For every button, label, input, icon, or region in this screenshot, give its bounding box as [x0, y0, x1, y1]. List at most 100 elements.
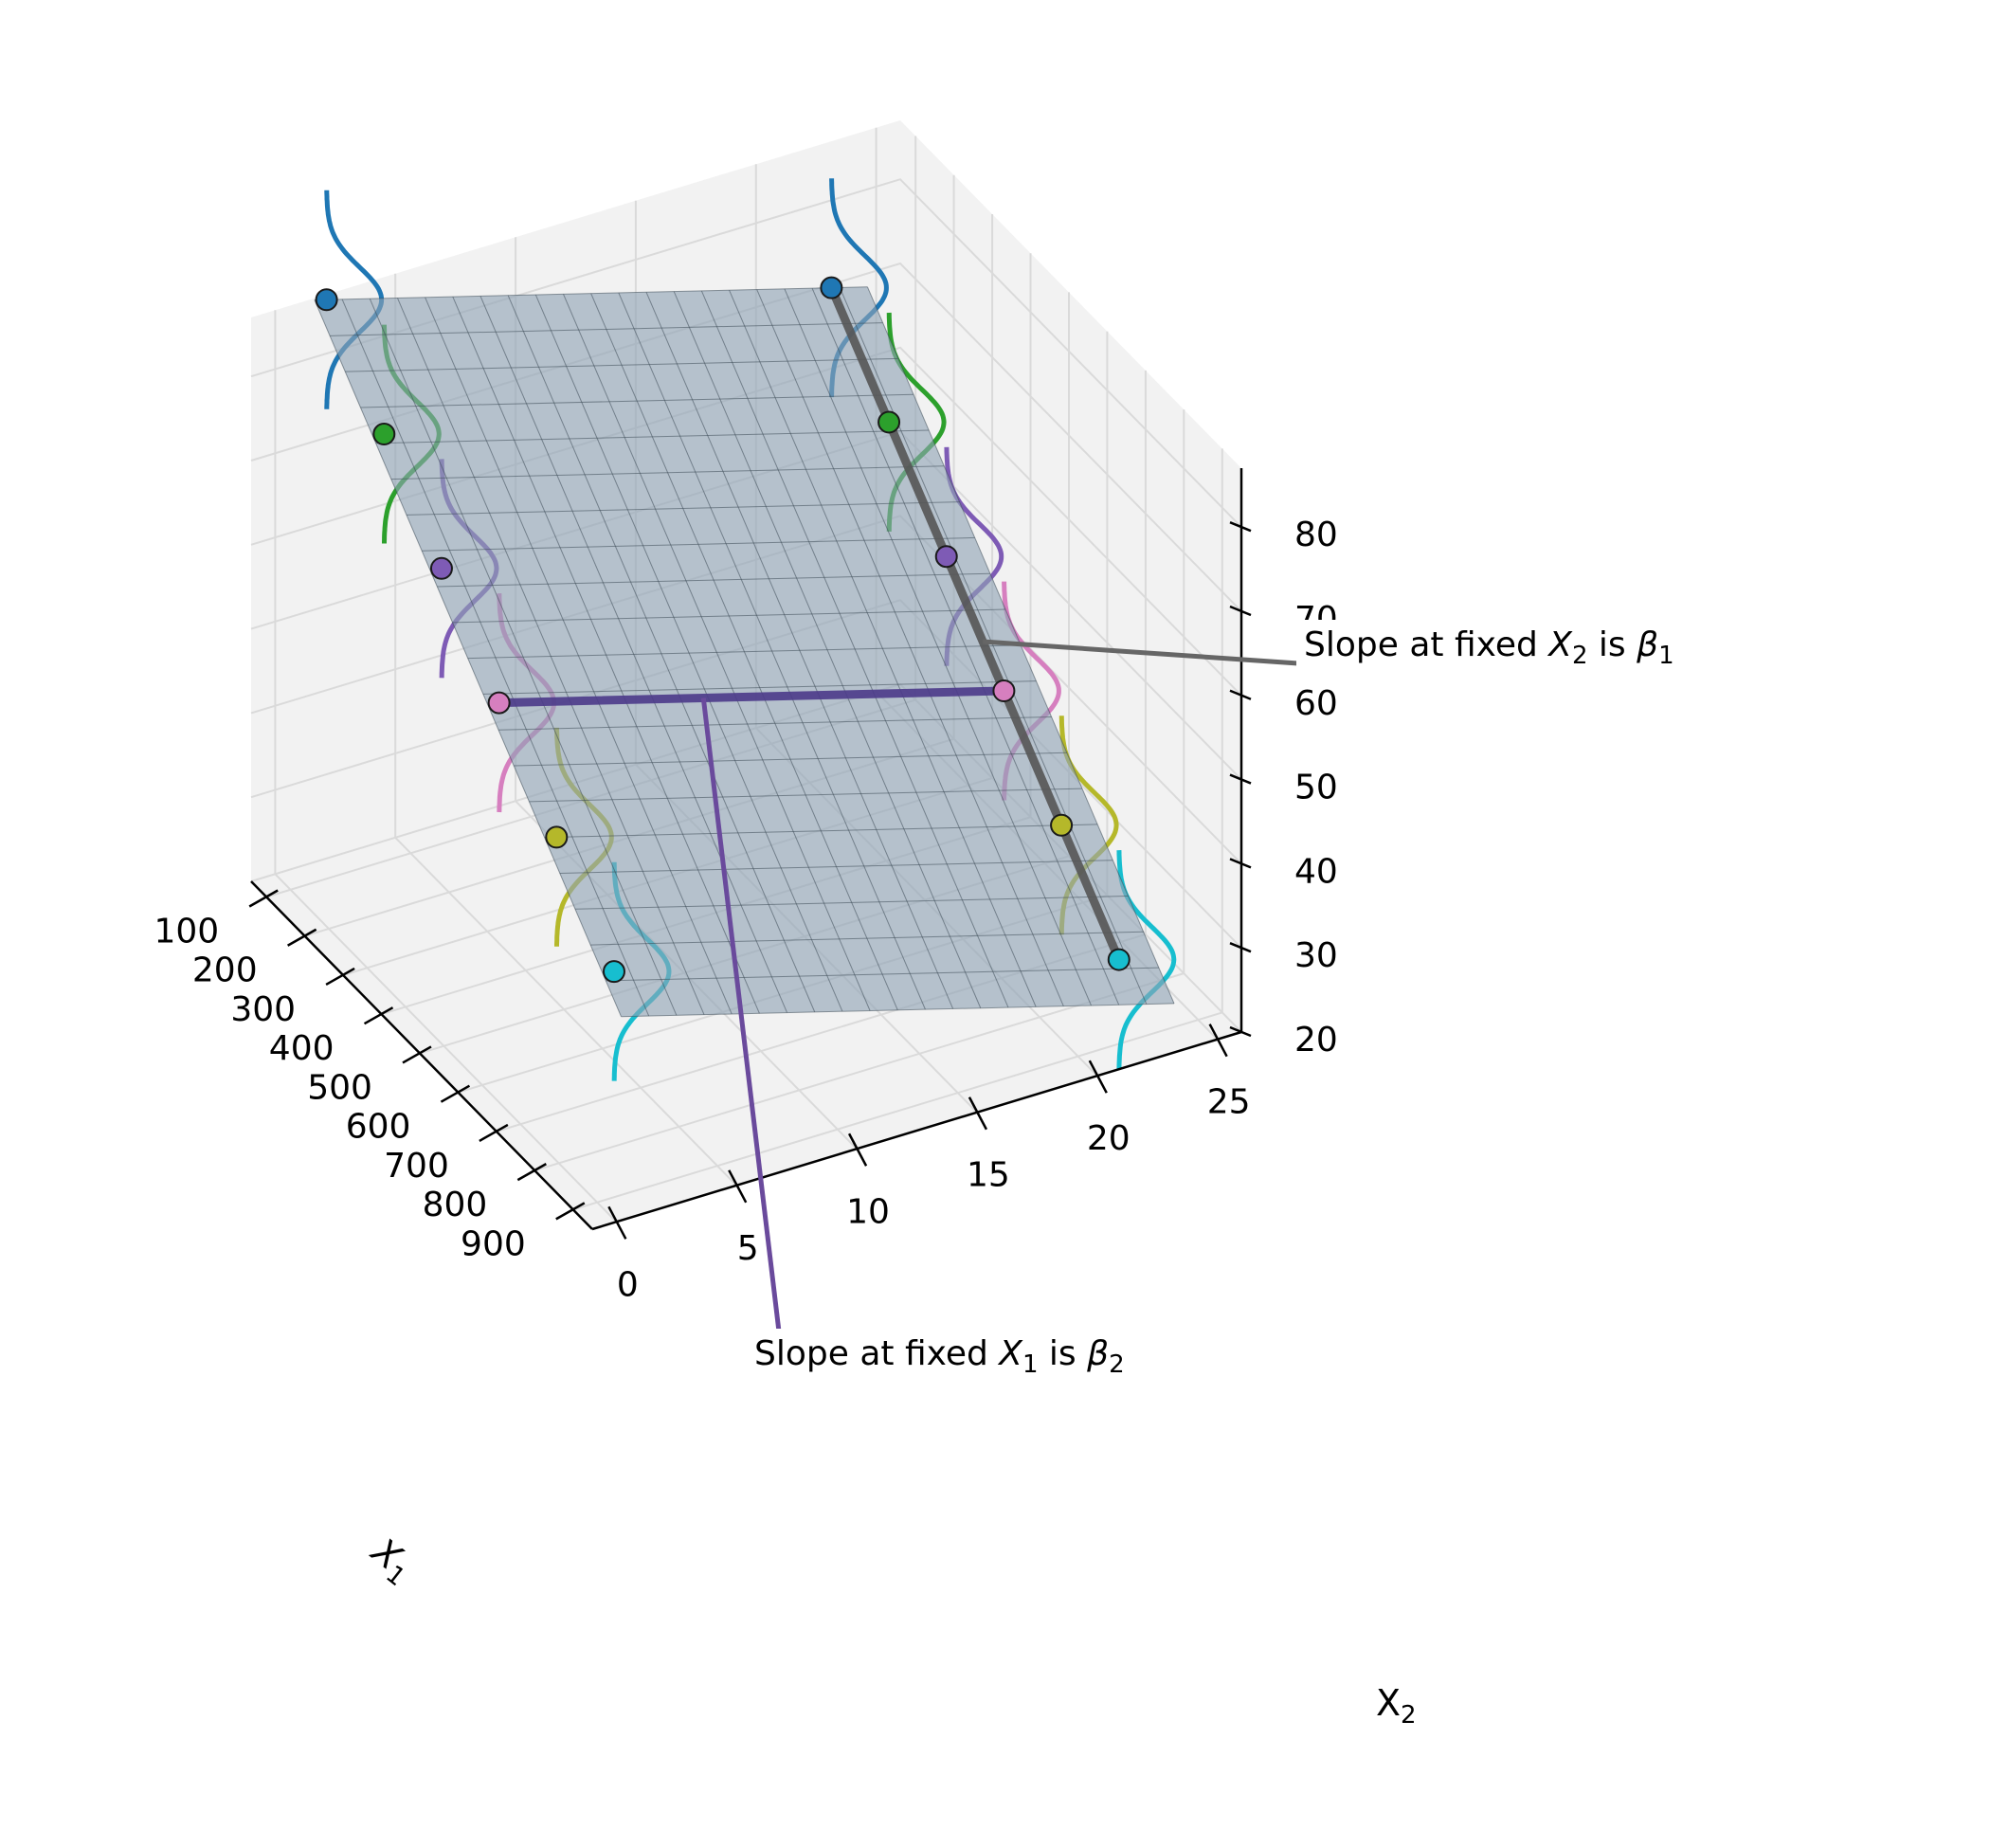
z-tick [1229, 1025, 1252, 1038]
plane-mesh-line [590, 931, 1144, 946]
x-tick [440, 1084, 471, 1103]
annotation-beta1-text: Slope at fixed [1304, 625, 1548, 664]
y-tick-label: 0 [617, 1265, 639, 1304]
x-tick-label: 800 [423, 1186, 488, 1224]
x-tick-label: 300 [230, 990, 296, 1029]
annotation-beta2: Slope at fixed X1 is β2 [754, 1334, 1125, 1379]
y-tick [1208, 1024, 1228, 1058]
x-tick [479, 1123, 509, 1142]
y-tick-label: 20 [1087, 1119, 1131, 1158]
plane-mesh-line [498, 716, 1052, 731]
data-point [820, 276, 843, 299]
annotation-beta2-sub2: 2 [1109, 1350, 1125, 1379]
x-tick-label: 400 [269, 1029, 335, 1068]
x-tick-label: 700 [384, 1147, 449, 1186]
slope-lines [495, 283, 1124, 965]
plane-mesh-line [645, 292, 954, 1009]
z-tick-label: 50 [1294, 769, 1338, 807]
plane-mesh-line [590, 293, 898, 1011]
z-tick [1229, 689, 1252, 700]
annotations: Slope at fixed X2 is β1 Slope at fixed X… [700, 620, 1682, 1385]
y-tick [847, 1132, 868, 1167]
annotation-beta1-sym2: β [1636, 625, 1658, 664]
y-axis-line [591, 1030, 1242, 1231]
y-tick [728, 1169, 748, 1204]
data-point [429, 556, 453, 580]
y-tick [607, 1205, 627, 1240]
annotation-beta2-sym: X [997, 1334, 1023, 1373]
z-tick-label: 60 [1294, 684, 1338, 723]
plane-mesh-line [514, 752, 1067, 767]
slope-x1 [826, 283, 1124, 965]
x-tick-label: 100 [154, 912, 219, 951]
z-tick [1229, 605, 1252, 617]
data-point [1050, 813, 1074, 837]
plane-mesh-line [839, 287, 1148, 1005]
plane-mesh-line [621, 1003, 1175, 1018]
data-point [372, 423, 396, 446]
y-tick-label: 15 [967, 1156, 1010, 1195]
z-tick [1229, 942, 1252, 953]
z-tick-label: 40 [1294, 852, 1338, 891]
z-tick [1229, 521, 1252, 533]
annotation-box-beta2 [747, 1329, 1132, 1385]
annotation-beta1: Slope at fixed X2 is β1 [1304, 625, 1674, 670]
plane-mesh-line [574, 896, 1129, 910]
data-point [602, 960, 625, 984]
y-tick-label: 25 [1207, 1083, 1251, 1122]
y-tick [1088, 1060, 1108, 1094]
z-tick-label: 80 [1294, 516, 1338, 554]
y-tick-label: 10 [846, 1192, 890, 1231]
plane-mesh-line [700, 290, 1009, 1008]
y-axis-label: X2 [1376, 1682, 1417, 1730]
y-axis-label-sub: 2 [1401, 1701, 1417, 1730]
z-tick-label: 30 [1294, 936, 1338, 975]
y-tick-label: 5 [737, 1229, 759, 1268]
plane-mesh-line [529, 788, 1082, 803]
annotation-beta1-sub: 2 [1572, 642, 1588, 670]
z-tick-label: 20 [1294, 1021, 1338, 1060]
x-tick [325, 967, 355, 987]
annotation-leader-beta1 [982, 639, 1299, 666]
x-tick-label: 600 [346, 1108, 411, 1147]
annotation-beta2-mid: is [1038, 1334, 1087, 1373]
plane-mesh-line [729, 290, 1037, 1007]
x-tick [287, 928, 317, 947]
plane-mesh-line [606, 967, 1159, 982]
data-point [934, 545, 958, 569]
z-tick [1229, 858, 1252, 869]
data-points [315, 276, 1131, 984]
slope-x2 [495, 686, 1008, 708]
plane-mesh-line [618, 292, 926, 1010]
data-point [992, 679, 1016, 703]
annotation-leader-beta2 [700, 698, 782, 1332]
x-tick [248, 889, 279, 908]
x-tick [555, 1202, 586, 1221]
y-tick [968, 1096, 988, 1131]
x-tick [402, 1045, 432, 1064]
annotation-beta2-sub: 1 [1022, 1350, 1039, 1379]
x-tick-label: 500 [307, 1068, 372, 1107]
y-axis-label-main: X [1376, 1682, 1401, 1724]
annotation-box-beta1 [1296, 620, 1682, 676]
plane-mesh-line [756, 289, 1064, 1006]
x-tick-label: 900 [461, 1224, 526, 1263]
z-tick [1229, 773, 1252, 785]
x-tick [516, 1163, 547, 1182]
data-point [487, 691, 511, 715]
annotation-beta1-sub2: 1 [1658, 642, 1674, 670]
x-tick-label: 200 [192, 951, 258, 990]
annotation-beta2-text: Slope at fixed [754, 1334, 999, 1373]
data-point [1107, 948, 1131, 971]
plane-mesh-line [673, 291, 982, 1008]
plane-mesh-line [559, 860, 1113, 874]
x-axis-label: X1 [359, 1529, 422, 1592]
data-point [877, 410, 901, 434]
data-point [315, 288, 338, 312]
data-point [545, 825, 569, 849]
plane-mesh-line [482, 680, 1037, 695]
plane-mesh-line [784, 288, 1092, 1006]
regression-plane [314, 286, 1175, 1018]
